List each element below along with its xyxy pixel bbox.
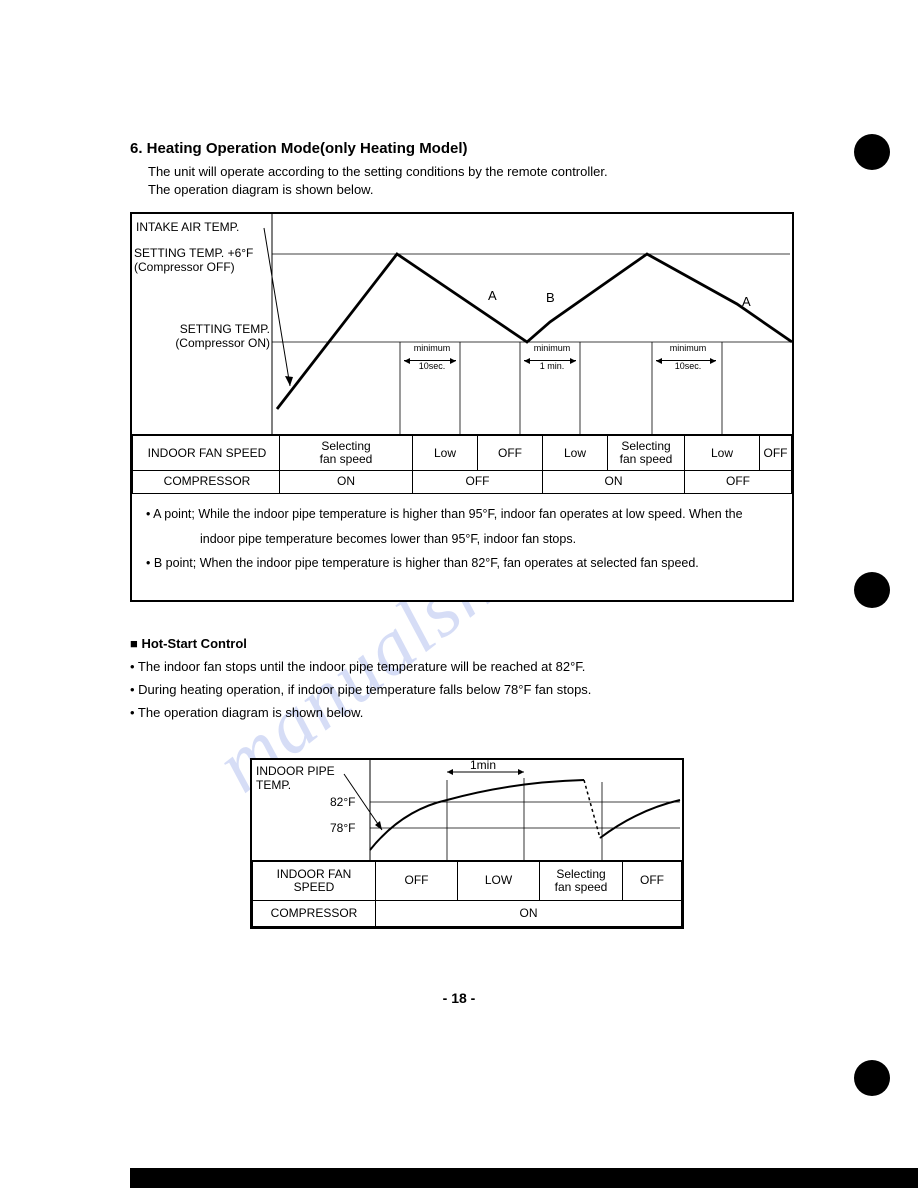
note-b: • B point; When the indoor pipe temperat… bbox=[146, 555, 778, 572]
heating-operation-diagram: INTAKE AIR TEMP. SETTING TEMP. +6°F (Com… bbox=[130, 212, 794, 602]
chart-1-svg bbox=[132, 214, 792, 434]
min1-bot: 10sec. bbox=[419, 361, 446, 371]
row-header-fan2: INDOOR FAN SPEED bbox=[253, 861, 376, 900]
bullet: • The indoor fan stops until the indoor … bbox=[130, 657, 790, 678]
label-1min: 1min bbox=[470, 758, 496, 772]
chart-2-area: INDOOR PIPE TEMP. 82°F 78°F bbox=[252, 760, 682, 861]
cell: OFF bbox=[376, 861, 458, 900]
row-header-compressor: COMPRESSOR bbox=[133, 471, 280, 493]
table-row: INDOOR FAN SPEED OFF LOW Selecting fan s… bbox=[253, 861, 682, 900]
cell: ON bbox=[280, 471, 413, 493]
cell: Selecting fan speed bbox=[280, 436, 413, 471]
cell: Low bbox=[413, 436, 478, 471]
intro-line-2: The operation diagram is shown below. bbox=[148, 182, 373, 197]
note-a-line2: indoor pipe temperature becomes lower th… bbox=[200, 531, 778, 548]
label-a2: A bbox=[742, 294, 751, 309]
scan-bottom-bar bbox=[130, 1168, 918, 1188]
table-row: INDOOR FAN SPEED Selecting fan speed Low… bbox=[133, 436, 792, 471]
min3-bot: 10sec. bbox=[675, 361, 702, 371]
section-intro: The unit will operate according to the s… bbox=[148, 163, 790, 198]
cell: Selecting fan speed bbox=[608, 436, 685, 471]
min3-top: minimum bbox=[670, 343, 707, 353]
page-number: - 18 - bbox=[0, 990, 918, 1006]
intro-line-1: The unit will operate according to the s… bbox=[148, 164, 608, 179]
min2-top: minimum bbox=[534, 343, 571, 353]
hole-punch-dot bbox=[854, 1060, 890, 1096]
cell: ON bbox=[543, 471, 685, 493]
label-a1: A bbox=[488, 288, 497, 303]
cell: OFF bbox=[685, 471, 792, 493]
note-a-line1: • A point; While the indoor pipe tempera… bbox=[146, 506, 778, 523]
cell: Low bbox=[685, 436, 760, 471]
hole-punch-dot bbox=[854, 572, 890, 608]
hotstart-bullets: • The indoor fan stops until the indoor … bbox=[130, 657, 790, 723]
table-row: COMPRESSOR ON bbox=[253, 901, 682, 927]
min-label-2: minimum 1 min. bbox=[530, 344, 574, 364]
cell: LOW bbox=[458, 861, 540, 900]
chart-2-svg bbox=[252, 760, 682, 860]
section-title: 6. Heating Operation Mode(only Heating M… bbox=[130, 140, 790, 157]
row-header-compressor2: COMPRESSOR bbox=[253, 901, 376, 927]
chart-2-table: INDOOR FAN SPEED OFF LOW Selecting fan s… bbox=[252, 861, 682, 928]
table-row: COMPRESSOR ON OFF ON OFF bbox=[133, 471, 792, 493]
cell: OFF bbox=[623, 861, 682, 900]
label-b: B bbox=[546, 290, 555, 305]
cell: Low bbox=[543, 436, 608, 471]
bullet: • During heating operation, if indoor pi… bbox=[130, 680, 790, 701]
page-content: 6. Heating Operation Mode(only Heating M… bbox=[130, 140, 790, 929]
min1-top: minimum bbox=[414, 343, 451, 353]
hotstart-heading: ■ Hot-Start Control bbox=[130, 636, 790, 651]
cell: ON bbox=[376, 901, 682, 927]
row-header-fan: INDOOR FAN SPEED bbox=[133, 436, 280, 471]
diagram-notes: • A point; While the indoor pipe tempera… bbox=[132, 494, 792, 601]
hotstart-diagram: INDOOR PIPE TEMP. 82°F 78°F bbox=[250, 758, 684, 930]
hole-punch-dot bbox=[854, 134, 890, 170]
cell: Selecting fan speed bbox=[540, 861, 623, 900]
cell: OFF bbox=[478, 436, 543, 471]
min2-bot: 1 min. bbox=[540, 361, 565, 371]
min-label-3: minimum 10sec. bbox=[664, 344, 712, 364]
chart-1-area: INTAKE AIR TEMP. SETTING TEMP. +6°F (Com… bbox=[132, 214, 792, 435]
cell: OFF bbox=[760, 436, 792, 471]
min-label-1: minimum 10sec. bbox=[410, 344, 454, 364]
bullet: • The operation diagram is shown below. bbox=[130, 703, 790, 724]
cell: OFF bbox=[413, 471, 543, 493]
chart-1-table: INDOOR FAN SPEED Selecting fan speed Low… bbox=[132, 435, 792, 494]
